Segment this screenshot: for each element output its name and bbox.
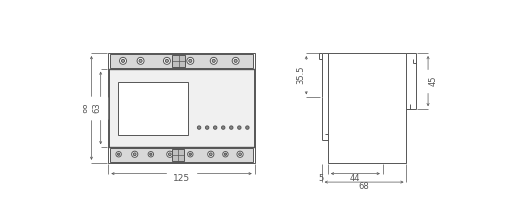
Bar	[118, 82, 188, 136]
Bar	[110, 148, 253, 162]
Circle shape	[137, 57, 144, 64]
Circle shape	[188, 152, 193, 157]
Circle shape	[189, 59, 192, 62]
Bar	[172, 55, 185, 67]
Circle shape	[189, 153, 191, 155]
Circle shape	[212, 59, 215, 62]
Bar	[110, 54, 253, 68]
Circle shape	[131, 151, 138, 157]
Circle shape	[206, 126, 209, 129]
Circle shape	[165, 59, 169, 62]
Circle shape	[246, 126, 249, 129]
Circle shape	[167, 151, 173, 157]
Circle shape	[169, 153, 171, 156]
Circle shape	[208, 151, 214, 157]
Circle shape	[237, 126, 241, 129]
Circle shape	[187, 57, 194, 64]
Circle shape	[223, 152, 228, 157]
Circle shape	[121, 59, 125, 62]
Circle shape	[234, 59, 237, 62]
Text: 88: 88	[83, 103, 92, 113]
Circle shape	[197, 126, 201, 129]
Text: 44: 44	[350, 174, 360, 183]
Circle shape	[134, 153, 136, 156]
Circle shape	[237, 151, 243, 157]
Circle shape	[238, 153, 242, 156]
Circle shape	[139, 59, 142, 62]
Circle shape	[148, 152, 154, 157]
Bar	[172, 149, 184, 161]
Circle shape	[214, 126, 217, 129]
Circle shape	[209, 153, 212, 156]
Circle shape	[120, 57, 127, 64]
Circle shape	[116, 152, 121, 157]
Text: 63: 63	[92, 103, 101, 113]
Circle shape	[118, 153, 120, 155]
Circle shape	[222, 126, 225, 129]
Bar	[328, 53, 407, 163]
Circle shape	[229, 126, 233, 129]
Circle shape	[163, 57, 170, 64]
Text: 5: 5	[319, 174, 323, 183]
Circle shape	[149, 153, 152, 155]
Text: 35.5: 35.5	[296, 66, 305, 84]
Circle shape	[224, 153, 227, 155]
Circle shape	[232, 57, 239, 64]
Bar	[109, 69, 254, 147]
Bar	[108, 53, 255, 163]
Circle shape	[210, 57, 217, 64]
Text: 68: 68	[359, 182, 369, 191]
Text: 125: 125	[173, 174, 190, 183]
Text: 45: 45	[428, 76, 437, 86]
